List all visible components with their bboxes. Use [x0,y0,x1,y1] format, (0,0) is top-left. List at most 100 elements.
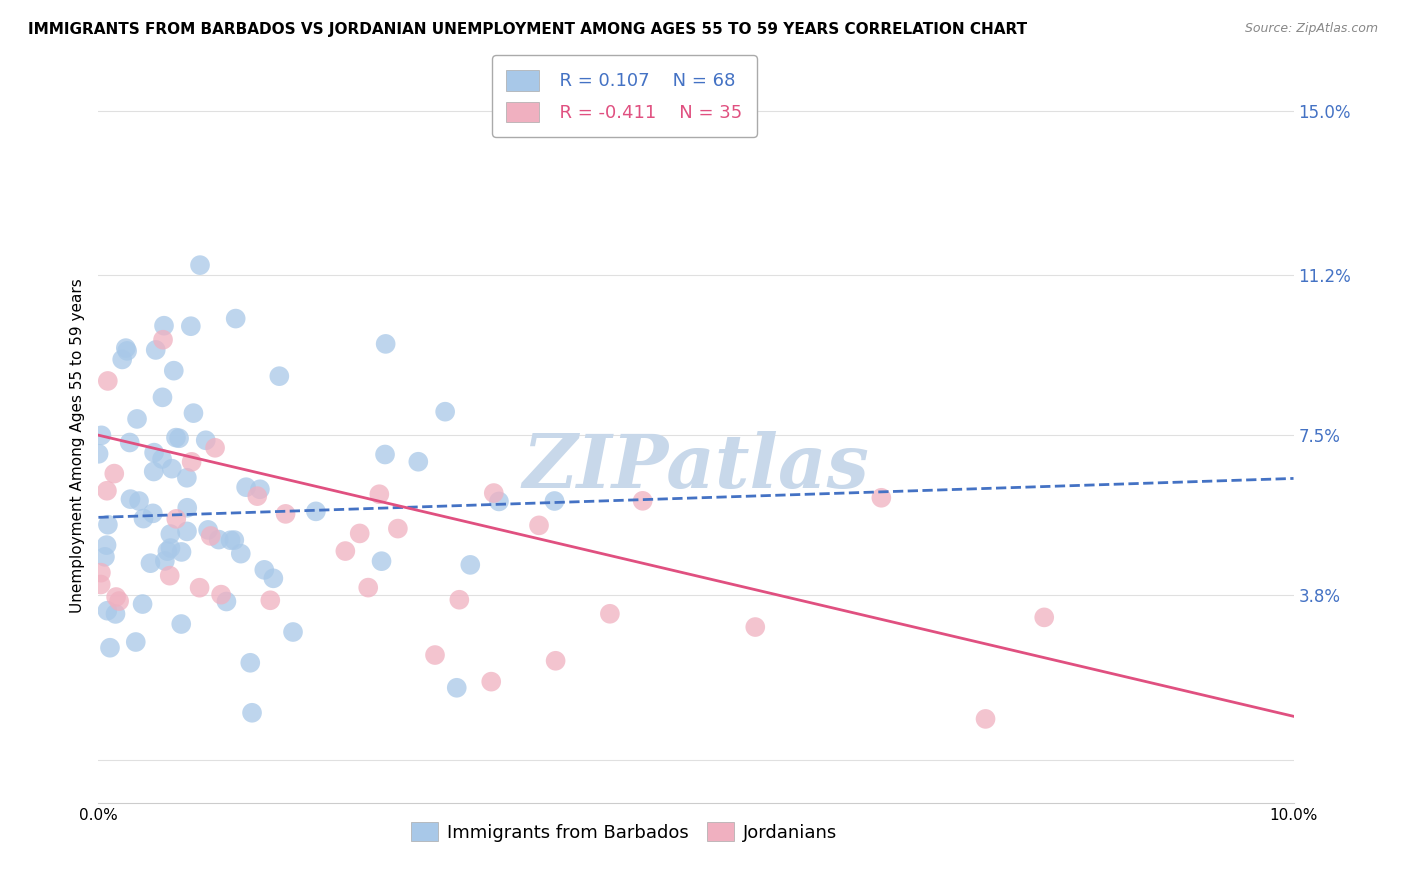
Point [170,545,193,559]
Point [408,455,430,469]
Point [143,445,166,459]
Point [434,405,457,419]
Point [90,428,112,442]
Point [111,352,134,367]
Point [225,311,247,326]
Point [239,656,262,670]
Point [219,533,242,548]
Point [274,507,297,521]
Point [357,581,380,595]
Point [374,448,396,462]
Point [446,681,468,695]
Point [249,482,271,496]
Point [94,549,117,564]
Point [115,343,138,358]
Point [209,588,232,602]
Point [96,604,118,618]
Point [870,491,893,505]
Point [176,500,198,515]
Point [176,471,198,485]
Point [156,544,179,558]
Text: Source: ZipAtlas.com: Source: ZipAtlas.com [1244,22,1378,36]
Point [544,654,567,668]
Point [458,558,481,572]
Point [159,541,181,555]
Point [208,533,231,547]
Point [165,431,187,445]
Point [387,522,409,536]
Point [97,374,120,388]
Point [1033,610,1056,624]
Legend: Immigrants from Barbados, Jordanians: Immigrants from Barbados, Jordanians [402,814,846,851]
Point [114,341,136,355]
Point [142,507,165,521]
Point [98,640,121,655]
Point [488,494,510,508]
Point [197,523,219,537]
Point [145,343,167,357]
Point [165,512,187,526]
Point [125,635,148,649]
Point [150,452,173,467]
Point [152,333,174,347]
Point [224,533,246,547]
Point [269,369,291,384]
Point [204,441,226,455]
Point [449,592,471,607]
Point [370,554,392,568]
Point [368,487,391,501]
Point [305,504,328,518]
Point [176,524,198,539]
Point [118,435,141,450]
Point [246,489,269,503]
Point [479,674,502,689]
Point [160,461,183,475]
Point [180,455,202,469]
Point [744,620,766,634]
Point [163,364,186,378]
Point [90,577,112,591]
Point [108,594,131,608]
Point [131,597,153,611]
Point [335,544,357,558]
Point [200,529,222,543]
Point [599,607,621,621]
Point [105,590,128,604]
Point [240,706,263,720]
Point [167,431,190,445]
Text: ZIPatlas: ZIPatlas [523,431,869,504]
Point [170,617,193,632]
Point [103,467,125,481]
Point [259,593,281,607]
Point [349,526,371,541]
Point [281,625,304,640]
Point [96,538,118,552]
Point [128,494,150,508]
Point [142,465,165,479]
Point [139,556,162,570]
Point [120,492,142,507]
Point [188,581,211,595]
Point [194,434,217,448]
Point [180,319,202,334]
Point [262,571,284,585]
Point [423,648,446,662]
Point [87,447,110,461]
Y-axis label: Unemployment Among Ages 55 to 59 years: Unemployment Among Ages 55 to 59 years [69,278,84,614]
Point [96,483,118,498]
Point [159,568,181,582]
Point [229,547,252,561]
Point [188,258,211,272]
Point [132,511,155,525]
Point [374,337,396,351]
Point [631,493,654,508]
Point [215,594,238,608]
Point [527,518,550,533]
Point [159,527,181,541]
Point [153,318,176,333]
Point [125,412,148,426]
Point [183,406,205,420]
Point [253,563,276,577]
Point [974,712,997,726]
Point [97,517,120,532]
